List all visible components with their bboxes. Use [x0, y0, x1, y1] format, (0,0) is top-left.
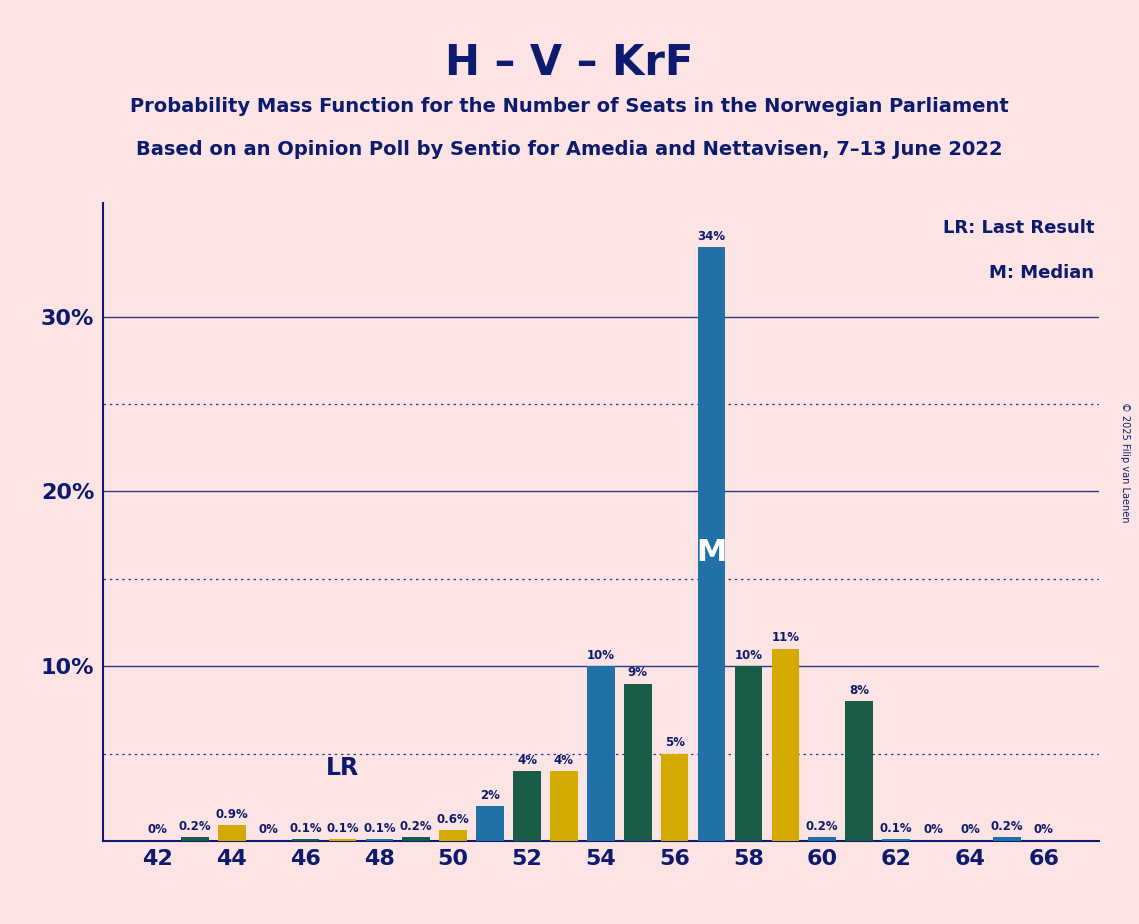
Text: 11%: 11% [771, 631, 800, 644]
Bar [698, 247, 726, 841]
Text: 0.2%: 0.2% [991, 820, 1023, 833]
Text: 0%: 0% [259, 823, 279, 836]
Text: 4%: 4% [517, 754, 536, 767]
Bar [809, 837, 836, 841]
Text: 0%: 0% [923, 823, 943, 836]
Bar [845, 701, 874, 841]
Bar [883, 839, 910, 841]
Bar [218, 825, 246, 841]
Bar [514, 771, 541, 841]
Bar [328, 839, 357, 841]
Text: 34%: 34% [697, 229, 726, 243]
Text: 0.6%: 0.6% [436, 813, 469, 826]
Text: LR: LR [326, 756, 359, 780]
Text: 0%: 0% [148, 823, 167, 836]
Bar [440, 831, 467, 841]
Bar [771, 649, 800, 841]
Text: Probability Mass Function for the Number of Seats in the Norwegian Parliament: Probability Mass Function for the Number… [130, 97, 1009, 116]
Text: M: M [696, 538, 727, 567]
Bar [624, 684, 652, 841]
Text: © 2025 Filip van Laenen: © 2025 Filip van Laenen [1120, 402, 1130, 522]
Text: 8%: 8% [850, 684, 869, 697]
Bar [402, 837, 431, 841]
Text: 10%: 10% [735, 649, 762, 662]
Text: 0.1%: 0.1% [326, 821, 359, 834]
Bar [993, 837, 1021, 841]
Bar [292, 839, 319, 841]
Text: 0.1%: 0.1% [363, 821, 395, 834]
Text: 9%: 9% [628, 666, 648, 679]
Text: Based on an Opinion Poll by Sentio for Amedia and Nettavisen, 7–13 June 2022: Based on an Opinion Poll by Sentio for A… [137, 140, 1002, 160]
Bar [476, 806, 503, 841]
Text: 0.2%: 0.2% [806, 820, 838, 833]
Text: 0.2%: 0.2% [179, 820, 211, 833]
Bar [587, 666, 615, 841]
Text: 0.1%: 0.1% [289, 821, 322, 834]
Text: 0.2%: 0.2% [400, 820, 433, 833]
Text: 0.1%: 0.1% [879, 821, 912, 834]
Bar [661, 753, 688, 841]
Text: 10%: 10% [587, 649, 615, 662]
Text: 0%: 0% [960, 823, 980, 836]
Text: 0.9%: 0.9% [215, 808, 248, 821]
Text: LR: Last Result: LR: Last Result [943, 219, 1095, 237]
Bar [735, 666, 762, 841]
Text: 4%: 4% [554, 754, 574, 767]
Text: 0%: 0% [1034, 823, 1054, 836]
Text: M: Median: M: Median [989, 264, 1095, 282]
Text: 5%: 5% [665, 736, 685, 749]
Bar [550, 771, 577, 841]
Bar [366, 839, 393, 841]
Text: 2%: 2% [481, 788, 500, 801]
Text: H – V – KrF: H – V – KrF [445, 42, 694, 83]
Bar [181, 837, 208, 841]
